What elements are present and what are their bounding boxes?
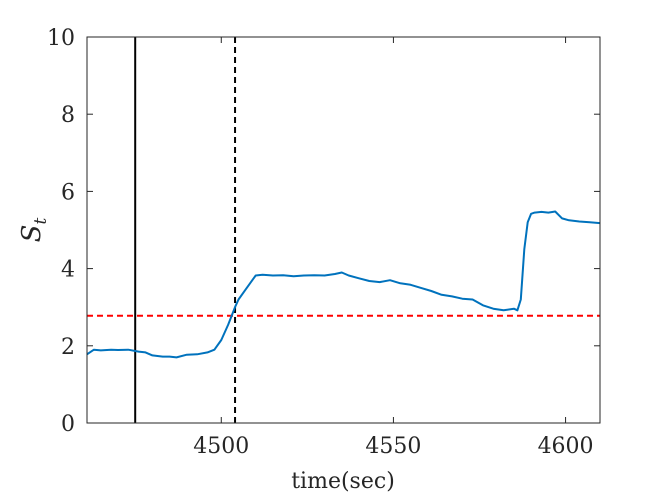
y-axis-label-subscript: t <box>31 218 51 225</box>
y-tick-label: 2 <box>61 335 75 360</box>
reference-lines <box>87 37 600 423</box>
y-axis-label-main: S <box>17 225 47 243</box>
x-axis-ticks: 4500 4550 4600 <box>193 37 594 459</box>
y-axis-ticks: 0 2 4 6 8 10 <box>47 26 600 437</box>
x-tick-label: 4600 <box>538 434 594 459</box>
y-tick-label: 10 <box>47 26 75 51</box>
x-axis-label: time(sec) <box>291 469 395 494</box>
plot-background <box>87 37 600 423</box>
series-line <box>86 210 601 359</box>
y-tick-label: 8 <box>61 103 75 128</box>
y-tick-label: 6 <box>61 180 75 205</box>
y-tick-label: 0 <box>61 412 75 437</box>
series-layer <box>86 210 601 359</box>
y-tick-label: 4 <box>61 258 75 283</box>
plot-frame <box>86 36 601 424</box>
x-tick-label: 4500 <box>193 434 249 459</box>
x-tick-label: 4550 <box>365 434 421 459</box>
y-axis-label: St <box>17 218 51 243</box>
